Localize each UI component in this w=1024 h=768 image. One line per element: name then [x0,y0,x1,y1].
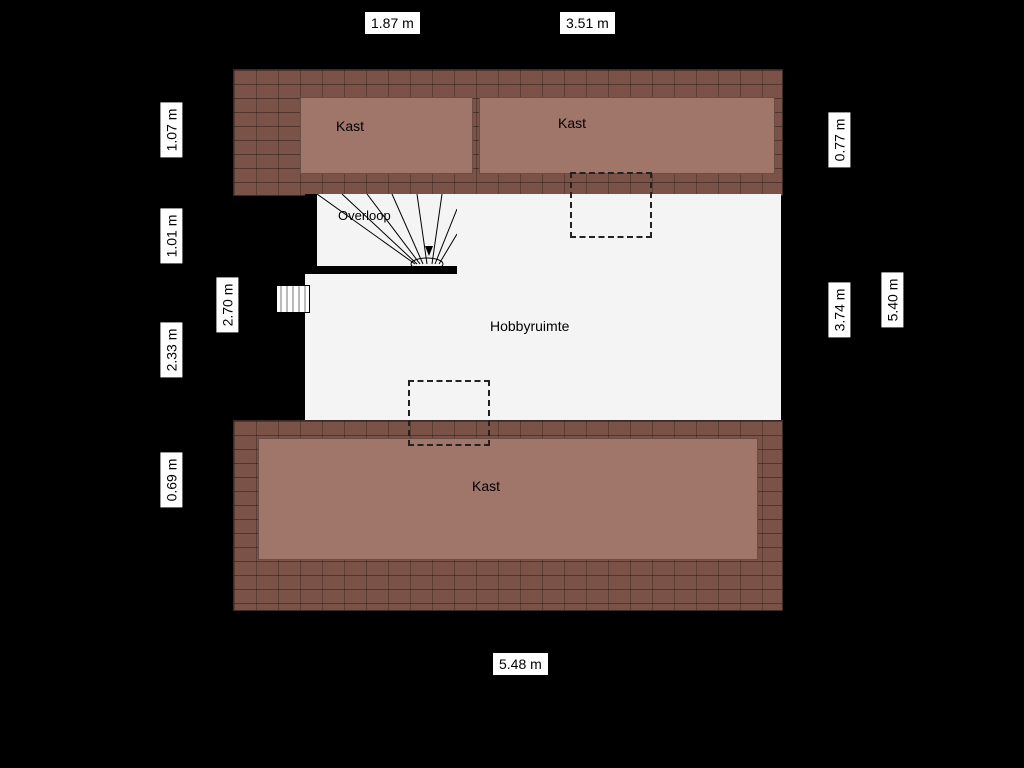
skylight-top [570,172,652,238]
label-kast-bottom: Kast [472,478,500,494]
dimension-left-3: 2.33 m [160,323,182,378]
floorplan-stage: Kast Kast Kast Overloop Hobbyruimte 1.87… [0,0,1024,768]
step-hatch-icon [277,286,309,312]
label-hobbyruimte: Hobbyruimte [490,318,569,334]
dimension-right-outer: 5.40 m [881,273,903,328]
dimension-right-1: 0.77 m [828,113,850,168]
overloop-area [317,194,457,272]
skylight-bottom [408,380,490,446]
wall-overloop-left [305,194,317,272]
dimension-top-2: 3.51 m [560,12,615,34]
dimension-top-1: 1.87 m [365,12,420,34]
kast-top-right [479,97,775,174]
label-kast-top-right: Kast [558,115,586,131]
wall-overloop-bottom [305,266,457,274]
label-overloop: Overloop [338,208,391,223]
entry-step [276,285,310,313]
staircase-icon [317,194,457,272]
dimension-left-1: 1.07 m [160,103,182,158]
dimension-left-4: 0.69 m [160,453,182,508]
kast-top-left [300,97,473,174]
dimension-bottom: 5.48 m [493,653,548,675]
kast-bottom [258,438,758,560]
dimension-left-inner: 2.70 m [216,278,238,333]
label-kast-top-left: Kast [336,118,364,134]
dimension-left-2: 1.01 m [160,209,182,264]
dimension-right-2: 3.74 m [828,283,850,338]
